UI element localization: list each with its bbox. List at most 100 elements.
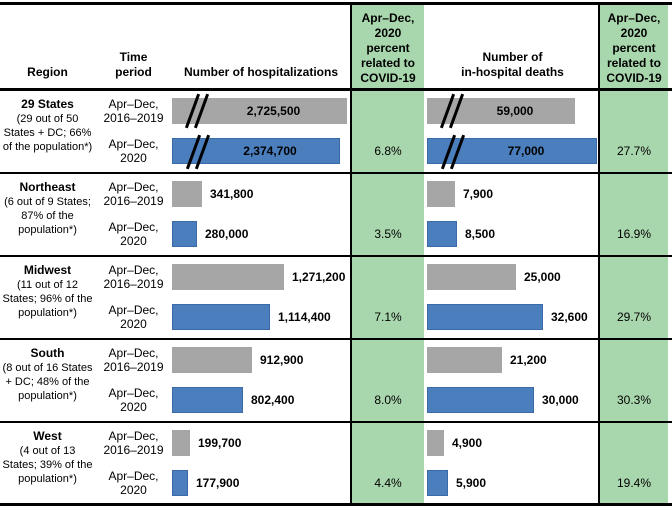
bar-value-label: 77,000 [507, 144, 545, 158]
covid-percent-hospitalizations-cell: 4.4% [350, 423, 424, 503]
bar-value-label: 5,900 [456, 476, 487, 490]
deaths-bar-2016-2019: 59,000 [427, 93, 575, 129]
covid-percent-deaths-cell: 19.4% [598, 423, 672, 503]
region-cell: 29 States (29 out of 50 States + DC; 66%… [0, 91, 95, 172]
covid-percent-value: 19.4% [616, 476, 652, 490]
region-note: (11 out of 12 States; 96% of the populat… [2, 279, 93, 319]
covid-percent-hospitalizations-cell: 6.8% [350, 91, 424, 172]
covid-percent-value: 8.0% [374, 393, 402, 407]
time-period-2016-2019: Apr–Dec, 2016–2019 [103, 97, 164, 125]
bar-row: 21,200 [427, 340, 598, 380]
bar-row: 25,000 [427, 257, 598, 297]
bar-value-label: 1,271,200 [292, 270, 346, 284]
spacer [352, 174, 424, 214]
time-period-2016-2019: Apr–Dec, 2016–2019 [103, 346, 164, 374]
covid-percent-value: 4.4% [374, 476, 402, 490]
deaths-bars-cell: 7,900 8,500 [424, 174, 598, 255]
header-in-hospital-deaths: Number of in-hospital deaths [461, 50, 564, 79]
spacer [600, 174, 668, 214]
deaths-bar-2020 [427, 221, 457, 247]
header-region: Region [27, 65, 68, 79]
hospitalizations-bar-2020: 2,374,700 [172, 134, 340, 170]
hospitalizations-bar-2016-2019 [172, 264, 284, 290]
covid-percent-value: 16.9% [616, 227, 652, 241]
deaths-bars-cell: 25,000 32,600 [424, 257, 598, 338]
bar-value-label: 21,200 [510, 353, 547, 367]
region-name: Northeast [19, 180, 76, 194]
hospitalizations-bar-2020 [172, 470, 188, 496]
bar-row: 32,600 [427, 297, 598, 337]
covid-percent-value: 29.7% [616, 310, 652, 324]
time-period-2020: Apr–Dec, 2020 [108, 386, 159, 414]
hospitalizations-bars-cell: 1,271,200 1,114,400 [172, 257, 350, 338]
time-period-2016-2019: Apr–Dec, 2016–2019 [103, 180, 164, 208]
hospitalizations-bar-2020 [172, 387, 243, 413]
covid-percent-hospitalizations-cell: 3.5% [350, 174, 424, 255]
bar-row: 5,900 [427, 463, 598, 503]
bar-value-label: 7,900 [463, 187, 494, 201]
region-note: (4 out of 13 States; 39% of the populati… [2, 445, 93, 485]
region-cell: Northeast (6 out of 9 States; 87% of the… [0, 174, 95, 255]
covid-percent-hospitalizations-cell: 7.1% [350, 257, 424, 338]
deaths-bars-cell: 59,000 77,000 [424, 91, 598, 172]
time-period-2020: Apr–Dec, 2020 [108, 303, 159, 331]
bar-row: 280,000 [172, 214, 350, 254]
bar-row: 8,500 [427, 214, 598, 254]
region-row-south: South (8 out of 16 States + DC; 48% of t… [0, 340, 672, 423]
spacer [352, 257, 424, 297]
bar-value-label: 30,000 [542, 393, 579, 407]
covid-percent-value: 7.1% [374, 310, 402, 324]
bar-value-label: 912,900 [260, 353, 304, 367]
hospitalizations-bars-cell: 912,900 802,400 [172, 340, 350, 421]
region-name: 29 States [21, 97, 74, 111]
time-period-2020: Apr–Dec, 2020 [108, 220, 159, 248]
bar-value-label: 32,600 [551, 310, 588, 324]
time-period-2016-2019: Apr–Dec, 2016–2019 [103, 263, 164, 291]
region-cell: South (8 out of 16 States + DC; 48% of t… [0, 340, 95, 421]
spacer [600, 340, 668, 380]
time-period-2020: Apr–Dec, 2020 [108, 137, 159, 165]
spacer [600, 257, 668, 297]
hospitalizations-bar-2020 [172, 304, 270, 330]
region-cell: West (4 out of 13 States; 39% of the pop… [0, 423, 95, 503]
bar-row: 2,374,700 [172, 131, 350, 171]
bar-value-label: 199,700 [198, 436, 242, 450]
header-time-period: Time period [115, 50, 152, 79]
deaths-bar-2020 [427, 304, 543, 330]
header-row: Region Time period Number of hospitaliza… [0, 5, 672, 91]
time-period-cell: Apr–Dec, 2016–2019 Apr–Dec, 2020 [95, 423, 172, 503]
deaths-bar-2016-2019 [427, 430, 444, 456]
bar-value-label: 341,800 [210, 187, 254, 201]
region-note: (8 out of 16 States + DC; 48% of the pop… [2, 362, 93, 402]
deaths-bar-2016-2019 [427, 181, 455, 207]
covid-percent-deaths-cell: 29.7% [598, 257, 672, 338]
bar-value-label: 59,000 [496, 104, 534, 118]
bar-value-label: 280,000 [205, 227, 249, 241]
bar-row: 1,271,200 [172, 257, 350, 297]
bar-row: 7,900 [427, 174, 598, 214]
hospitalizations-bar-2016-2019 [172, 430, 190, 456]
hospitalizations-bar-2020 [172, 221, 197, 247]
hospitalizations-bar-2016-2019: 2,725,500 [172, 93, 347, 129]
covid-percent-deaths-cell: 30.3% [598, 340, 672, 421]
spacer [600, 91, 668, 131]
bar-value-label: 25,000 [524, 270, 561, 284]
bar-row: 77,000 [427, 131, 598, 171]
time-period-cell: Apr–Dec, 2016–2019 Apr–Dec, 2020 [95, 174, 172, 255]
deaths-bar-2016-2019 [427, 264, 516, 290]
bar-value-label: 802,400 [251, 393, 295, 407]
covid-percent-hospitalizations-cell: 8.0% [350, 340, 424, 421]
region-note: (29 out of 50 States + DC; 66% of the po… [2, 113, 93, 153]
region-row-northeast: Northeast (6 out of 9 States; 87% of the… [0, 174, 672, 257]
deaths-bars-cell: 4,900 5,900 [424, 423, 598, 503]
spacer [352, 340, 424, 380]
region-note: (6 out of 9 States; 87% of the populatio… [4, 196, 91, 236]
deaths-bar-2020: 77,000 [427, 134, 597, 170]
region-row-midwest: Midwest (11 out of 12 States; 96% of the… [0, 257, 672, 340]
time-period-cell: Apr–Dec, 2016–2019 Apr–Dec, 2020 [95, 91, 172, 172]
covid-percent-value: 30.3% [616, 393, 652, 407]
bar-row: 177,900 [172, 463, 350, 503]
time-period-2016-2019: Apr–Dec, 2016–2019 [103, 429, 164, 457]
hospitalizations-bars-cell: 199,700 177,900 [172, 423, 350, 503]
covid-percent-deaths-cell: 16.9% [598, 174, 672, 255]
